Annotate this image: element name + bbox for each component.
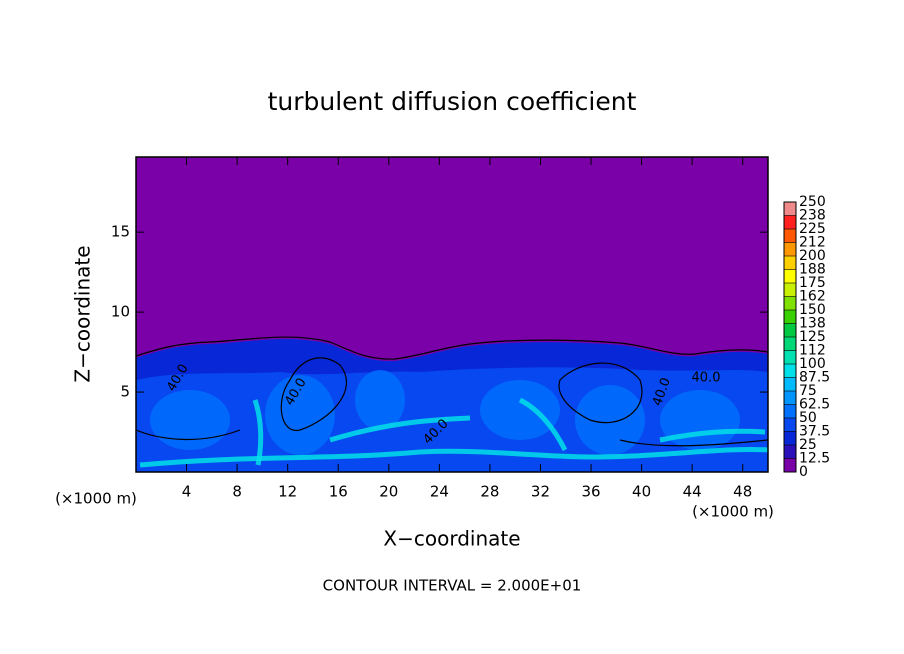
y-axis-label: Z−coordinate — [71, 245, 95, 382]
colorbar-swatch — [784, 229, 796, 243]
colorbar-label: 250 — [799, 194, 826, 210]
x-tick-label: 40 — [632, 483, 651, 501]
colorbar-swatch — [784, 323, 796, 337]
contour-line — [558, 362, 643, 424]
colorbar-label: 238 — [799, 208, 826, 224]
colorbar-label: 188 — [799, 262, 826, 278]
colorbar-label: 138 — [799, 316, 826, 332]
x-tick-label: 20 — [379, 483, 398, 501]
colorbar-swatch — [784, 296, 796, 310]
colorbar-swatch — [784, 418, 796, 432]
colorbar-label: 125 — [799, 329, 826, 345]
contour-line — [136, 429, 241, 441]
colorbar-label: 175 — [799, 275, 826, 291]
field: 40.0 40.040.040.0 40.0 — [136, 157, 768, 472]
field-level — [355, 370, 405, 430]
y-tick-label: 15 — [111, 223, 130, 241]
field-level — [480, 380, 560, 440]
colorbar-label: 62.5 — [799, 397, 830, 413]
colorbar-swatch — [784, 242, 796, 256]
colorbar-swatch — [784, 269, 796, 283]
field-level — [659, 428, 766, 443]
colorbar-swatch — [784, 377, 796, 391]
colorbar-label: 87.5 — [799, 370, 830, 386]
x-tick-label: 44 — [683, 483, 702, 501]
field-level — [518, 397, 568, 452]
colorbar-label: 0 — [799, 464, 808, 480]
colorbar-swatch — [784, 337, 796, 351]
x-tick-label: 8 — [232, 483, 242, 501]
colorbar-label: 225 — [799, 221, 826, 237]
field-level — [329, 415, 471, 443]
colorbar-swatch — [784, 215, 796, 229]
x-tick-label: 48 — [733, 483, 752, 501]
contour-label: 40.0 — [692, 371, 721, 386]
colorbar-swatch — [784, 458, 796, 472]
unit-label: (×1000 m) — [692, 503, 774, 521]
colorbar-label: 25 — [799, 437, 817, 453]
colorbar-label: 75 — [799, 383, 817, 399]
x-tick-label: 12 — [278, 483, 297, 501]
y-tick-label: 5 — [120, 383, 130, 401]
field-level — [139, 446, 768, 468]
contour-line — [619, 439, 768, 447]
field-level — [660, 390, 740, 450]
contour-line — [136, 336, 768, 360]
field-level — [252, 399, 264, 466]
colorbar-swatch — [784, 202, 796, 216]
colorbar-label: 162 — [799, 289, 826, 305]
footnote: CONTOUR INTERVAL = 2.000E+01 — [323, 577, 582, 595]
x-tick-label: 24 — [430, 483, 449, 501]
colorbar-label: 37.5 — [799, 424, 830, 440]
colorbar-swatch — [784, 256, 796, 270]
colorbar-label: 150 — [799, 302, 826, 318]
plot-frame — [135, 156, 769, 473]
colorbar-swatch — [784, 445, 796, 459]
colorbar-swatch — [784, 391, 796, 405]
field-level — [150, 390, 230, 450]
x-tick-label: 28 — [480, 483, 499, 501]
y-tick-label: 10 — [111, 303, 130, 321]
colorbar-label: 100 — [799, 356, 826, 372]
x-tick-label: 32 — [531, 483, 550, 501]
contour-line — [280, 357, 347, 431]
colorbar-swatch — [784, 350, 796, 364]
colorbar-label: 200 — [799, 248, 826, 264]
chart-title: turbulent diffusion coefficient — [268, 87, 637, 116]
colorbar-swatch — [784, 431, 796, 445]
colorbar-swatch — [784, 310, 796, 324]
unit-label: (×1000 m) — [55, 490, 137, 508]
x-tick-label: 36 — [581, 483, 600, 501]
colorbar-swatch — [784, 404, 796, 418]
field-level — [575, 385, 645, 455]
colorbar-label: 12.5 — [799, 451, 830, 467]
colorbar-label: 50 — [799, 410, 817, 426]
colorbar-swatch — [784, 364, 796, 378]
colorbar-label: 212 — [799, 235, 826, 251]
x-axis-label: X−coordinate — [383, 527, 520, 551]
x-tick-label: 16 — [329, 483, 348, 501]
colorbar-label: 112 — [799, 343, 826, 359]
x-tick-label: 4 — [182, 483, 192, 501]
colorbar-swatch — [784, 283, 796, 297]
